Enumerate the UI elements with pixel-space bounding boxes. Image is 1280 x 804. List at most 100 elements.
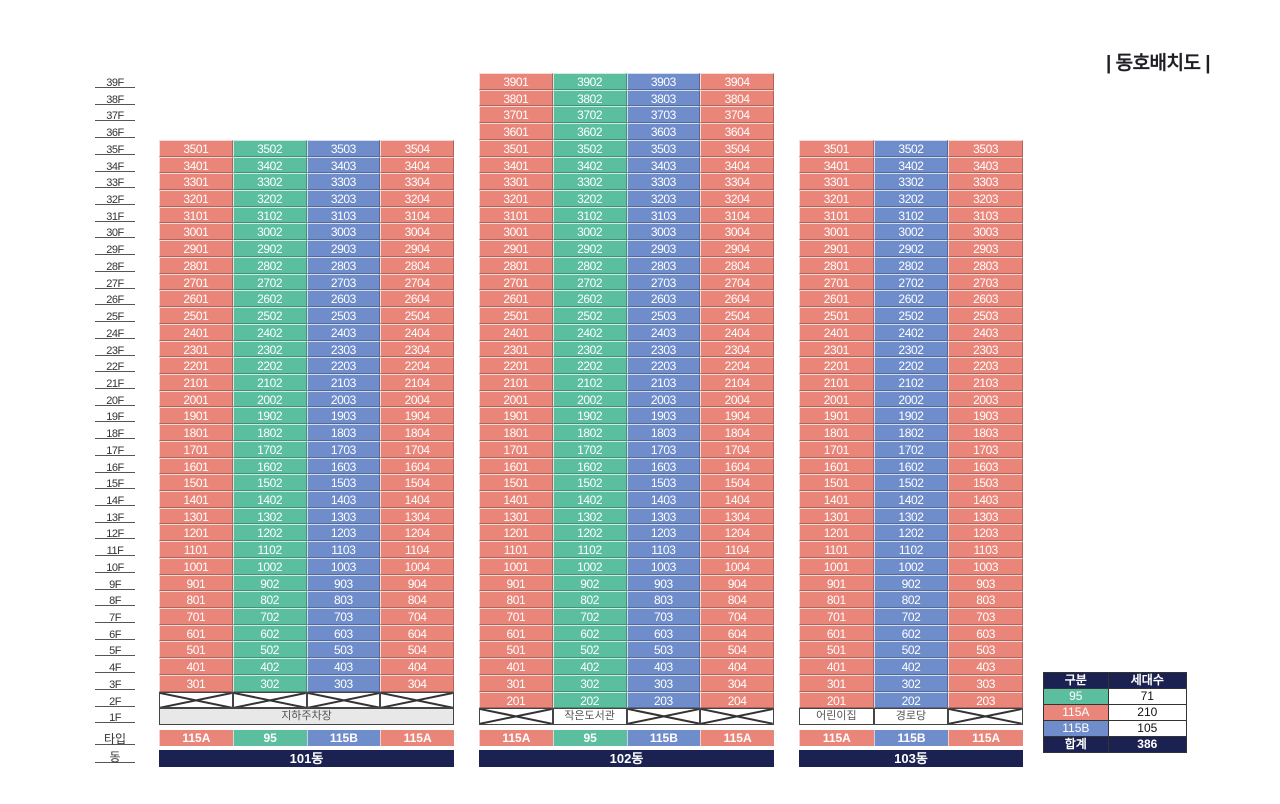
unit-cell: 3802 xyxy=(552,89,627,107)
unit-cell: 503 xyxy=(306,641,381,659)
unit-cell: 201 xyxy=(479,691,553,709)
unit-cell: 2404 xyxy=(380,323,454,341)
unit-cell: 2901 xyxy=(799,240,874,257)
unit-cell: 3804 xyxy=(700,89,774,107)
unit-cell: 502 xyxy=(552,641,627,659)
unit-cell: 2002 xyxy=(873,390,949,408)
legend-header-count: 세대수 xyxy=(1107,672,1188,689)
building-name: 102동 xyxy=(479,750,774,767)
floor-label: 20F xyxy=(95,395,135,406)
unit-cell: 3002 xyxy=(873,223,949,241)
building-name: 103동 xyxy=(799,750,1023,767)
unit-cell: 1503 xyxy=(948,474,1023,491)
unit-cell: 1202 xyxy=(552,524,627,542)
type-cell: 115A xyxy=(479,730,553,746)
unit-cell: 1503 xyxy=(306,474,381,491)
unit-cell: 3501 xyxy=(479,139,553,157)
unit-cell: 2901 xyxy=(479,240,553,257)
unit-cell: 2202 xyxy=(232,357,307,374)
unit-cell: 3203 xyxy=(306,190,381,207)
unit-cell: 2402 xyxy=(232,323,307,341)
unit-cell: 301 xyxy=(799,674,874,692)
unit-cell: 2701 xyxy=(799,273,874,291)
floor-label: 2F xyxy=(95,696,135,707)
unit-cell: 2903 xyxy=(626,240,701,257)
unit-cell: 3102 xyxy=(232,206,307,224)
unit-cell: 504 xyxy=(700,641,774,659)
unit-cell: 603 xyxy=(626,624,701,642)
unit-cell: 1804 xyxy=(700,424,774,441)
unit-cell: 403 xyxy=(306,658,381,675)
unit-cell: 1704 xyxy=(700,440,774,458)
unit-cell: 1303 xyxy=(626,507,701,525)
unit-cell: 3302 xyxy=(873,173,949,191)
unit-cell: 2203 xyxy=(948,357,1023,374)
unit-cell: 3904 xyxy=(700,73,774,90)
legend-count-115a: 210 xyxy=(1107,704,1188,721)
unit-cell: 1304 xyxy=(380,507,454,525)
unit-cell: 2904 xyxy=(380,240,454,257)
unit-cell: 2102 xyxy=(873,373,949,391)
unit-cell: 3403 xyxy=(306,156,381,174)
unit-cell: 2101 xyxy=(799,373,874,391)
unit-cell: 2303 xyxy=(306,340,381,358)
unit-cell: 2602 xyxy=(873,290,949,308)
unit-cell: 601 xyxy=(159,624,233,642)
unit-cell: 403 xyxy=(948,658,1023,675)
unit-cell: 501 xyxy=(799,641,874,659)
unit-cell: 803 xyxy=(948,591,1023,609)
unit-cell: 2702 xyxy=(873,273,949,291)
unit-cell: 1901 xyxy=(799,407,874,425)
unit-cell: 802 xyxy=(232,591,307,609)
unit-cell: 1904 xyxy=(380,407,454,425)
unit-cell: 2202 xyxy=(873,357,949,374)
unit-cell: 1402 xyxy=(232,491,307,508)
unit-cell: 2904 xyxy=(700,240,774,257)
unit-cell: 1201 xyxy=(479,524,553,542)
unit-cell: 3504 xyxy=(700,139,774,157)
unit-cell: 1502 xyxy=(232,474,307,491)
unit-cell: 1704 xyxy=(380,440,454,458)
floor-label: 8F xyxy=(95,596,135,607)
unit-cell: 1602 xyxy=(552,457,627,475)
unit-cell: 3402 xyxy=(873,156,949,174)
unit-cell: 403 xyxy=(626,658,701,675)
unit-cell: 501 xyxy=(479,641,553,659)
floor-label: 26F xyxy=(95,295,135,306)
type-cell: 95 xyxy=(232,730,307,746)
unit-cell: 2801 xyxy=(479,256,553,274)
unit-cell: 1502 xyxy=(552,474,627,491)
type-cell: 115B xyxy=(873,730,949,746)
unit-cell: 2704 xyxy=(380,273,454,291)
unit-cell: 1504 xyxy=(700,474,774,491)
unit-cell: 803 xyxy=(626,591,701,609)
unit-cell: 603 xyxy=(306,624,381,642)
unit-cell: 3202 xyxy=(552,190,627,207)
unit-cell: 702 xyxy=(232,608,307,625)
unit-cell: 1702 xyxy=(232,440,307,458)
unit-cell: 1604 xyxy=(700,457,774,475)
unit-cell: 602 xyxy=(232,624,307,642)
unit-cell: 2804 xyxy=(700,256,774,274)
unit-cell: 1601 xyxy=(479,457,553,475)
unit-cell: 2303 xyxy=(948,340,1023,358)
unit-cell: 3001 xyxy=(479,223,553,241)
unit-cell: 1802 xyxy=(552,424,627,441)
unit-cell: 1902 xyxy=(873,407,949,425)
unit-cell: 3104 xyxy=(380,206,454,224)
unit-cell: 1501 xyxy=(799,474,874,491)
unit-cell: 203 xyxy=(948,691,1023,709)
unit-cell: 2702 xyxy=(552,273,627,291)
unit-cell: 1203 xyxy=(948,524,1023,542)
unit-cell: 402 xyxy=(232,658,307,675)
unit-cell: 702 xyxy=(873,608,949,625)
unit-cell: 501 xyxy=(159,641,233,659)
unit-cell: 2201 xyxy=(159,357,233,374)
floor-label: 21F xyxy=(95,378,135,389)
unit-cell: 2101 xyxy=(159,373,233,391)
unit-cell: 1101 xyxy=(799,541,874,558)
unit-cell: 1102 xyxy=(873,541,949,558)
unit-cell: 3401 xyxy=(159,156,233,174)
facility-daycare: 어린이집 xyxy=(799,708,874,726)
unit-cell: 1201 xyxy=(159,524,233,542)
